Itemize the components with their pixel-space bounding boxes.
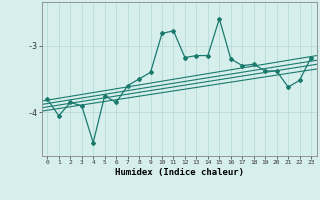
X-axis label: Humidex (Indice chaleur): Humidex (Indice chaleur) xyxy=(115,168,244,177)
